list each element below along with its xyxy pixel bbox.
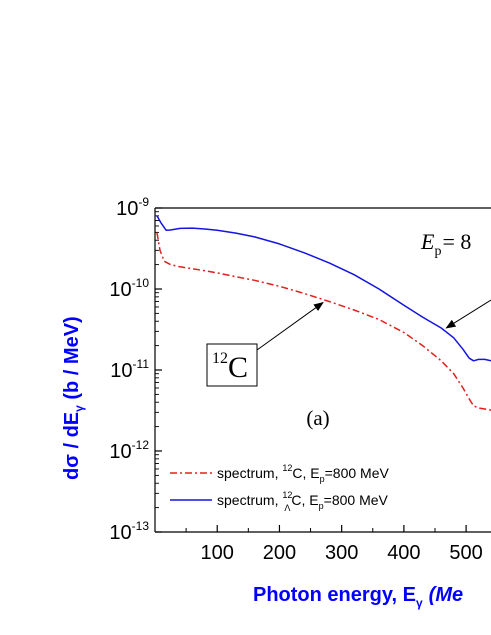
y-axis-title: dσ / dEγ (b / MeV) xyxy=(61,316,86,480)
energy-label: Ep= 8 xyxy=(420,229,471,259)
legend-label: spectrum, 12 ΛC, Ep=800 MeV xyxy=(217,490,389,513)
y-axis-title-subscript: γ xyxy=(72,405,86,412)
boxed-label-arrow xyxy=(256,301,324,351)
panel-label: (a) xyxy=(306,406,329,430)
ticks-layer: 100 200 300 400 500 10-9 10-10 10-11 10-12 10-13 xyxy=(109,195,482,564)
annotation-layer: 12C Ep= 8 (a) xyxy=(206,229,491,430)
y-tick-label: 10-12 xyxy=(109,438,149,463)
series-layer xyxy=(156,215,491,411)
y-tick-label: 10-10 xyxy=(109,276,149,301)
boxed-label-c12: 12C xyxy=(212,350,248,384)
x-axis-title-subscript: γ xyxy=(416,596,423,610)
legend: spectrum, 12C, Ep=800 MeV spectrum, 12 ΛC,… xyxy=(170,463,389,513)
y-axis-title-suffix: (b / MeV) xyxy=(61,316,83,405)
x-axis-title-main: Photon energy, E xyxy=(253,584,416,606)
boxed-label-frame xyxy=(206,343,258,387)
x-tick-label: 100 xyxy=(201,542,234,564)
y-tick-label: 10-9 xyxy=(116,195,149,220)
y-tick-label: 10-11 xyxy=(110,357,149,382)
series-line-c12 xyxy=(156,232,491,411)
x-tick-label: 200 xyxy=(263,542,296,564)
energy-arrow xyxy=(445,299,491,329)
y-tick-label: 10-13 xyxy=(109,519,149,544)
y-axis-title-prefix: dσ / dE xyxy=(61,412,83,480)
x-tick-label: 300 xyxy=(325,542,358,564)
x-axis-title-tail: (Me xyxy=(429,584,463,606)
x-tick-label: 500 xyxy=(449,542,482,564)
x-axis-title: Photon energy, Eγ (Me xyxy=(253,584,463,610)
x-tick-label: 400 xyxy=(387,542,420,564)
series-line-c12-lambda xyxy=(156,215,491,362)
legend-label: spectrum, 12C, Ep=800 MeV xyxy=(217,463,389,484)
